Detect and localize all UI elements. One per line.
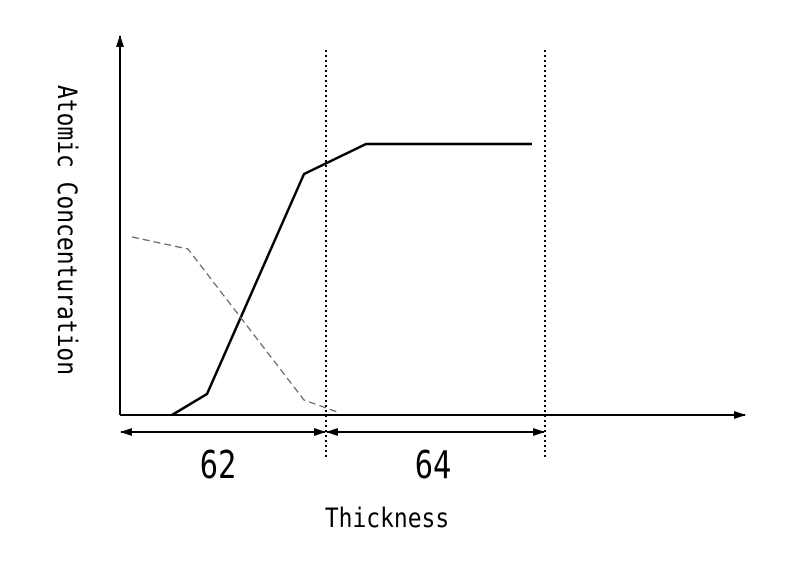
y-axis-label: Atomic Concenturation [52,85,83,375]
x-axis-label: Thickness [325,502,449,533]
region-label: 62 [200,444,237,488]
solid-curve [172,144,532,415]
dashed-curve [132,237,340,413]
region-label: 64 [415,444,452,488]
